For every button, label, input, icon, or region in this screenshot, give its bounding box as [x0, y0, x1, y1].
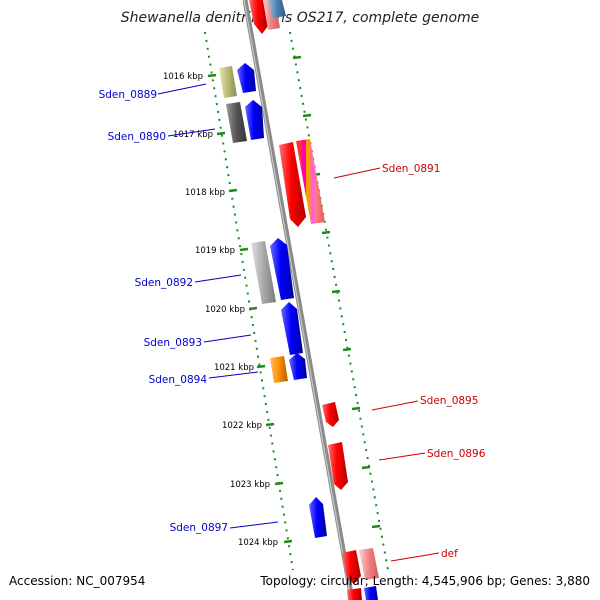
gene-box-def-pink: [359, 548, 379, 580]
accession-info: Accession: NC_007954: [9, 574, 146, 588]
kbp-ticks: [207, 73, 293, 544]
kbp-labels: 1016 kbp 1017 kbp 1018 kbp 1019 kbp 1020…: [163, 72, 278, 548]
gene-label-sden-0893: Sden_0893: [144, 337, 202, 349]
kbp-label: 1022 kbp: [222, 421, 262, 431]
kbp-label: 1019 kbp: [195, 246, 235, 256]
gene-label-sden-0896: Sden_0896: [427, 448, 486, 460]
gene-box-orange: [270, 356, 288, 383]
gene-arrow-top-red: [249, 0, 268, 34]
page-title: Shewanella denitrificans OS217, complete…: [120, 10, 480, 26]
tick-1022: [265, 422, 275, 427]
gene-arrow-sden-0892: [270, 238, 294, 300]
kbp-label: 1024 kbp: [238, 538, 278, 548]
outer-dotted-line: [289, 31, 389, 571]
gene-features: [219, 0, 379, 600]
gene-label-sden-0890: Sden_0890: [108, 131, 166, 143]
gene-arrow-sden-0890: [245, 100, 264, 140]
gene-box-multicolor: [296, 139, 325, 224]
gene-arrow-def: [342, 550, 361, 584]
gene-box-khaki: [219, 66, 237, 98]
gene-label-sden-0894: Sden_0894: [149, 374, 208, 386]
kbp-label: 1023 kbp: [230, 480, 270, 490]
tick-1020: [248, 306, 258, 311]
gene-label-sden-0892: Sden_0892: [135, 277, 193, 289]
tick-1019: [239, 247, 249, 252]
gene-label-sden-0895: Sden_0895: [420, 395, 478, 407]
gene-arrow-sden-0895: [322, 402, 339, 427]
tick-1024: [283, 539, 293, 544]
gene-box-darkgray: [226, 102, 247, 143]
tick-1021: [256, 364, 266, 369]
gene-arrow-sden-0894: [289, 353, 307, 380]
tick-1018: [228, 188, 238, 193]
gene-label-sden-0889: Sden_0889: [99, 89, 157, 101]
inner-dotted-line: [204, 31, 294, 571]
gene-box-lightgray: [251, 241, 276, 304]
gene-arrow-top-steel: [268, 0, 286, 18]
gene-arrow-sden-0889: [237, 63, 256, 93]
gene-arrow-sden-0891: [279, 142, 306, 227]
gene-label-sden-0897: Sden_0897: [170, 522, 228, 534]
kbp-label: 1021 kbp: [214, 363, 254, 373]
gene-arrow-sden-0893: [281, 302, 303, 355]
kbp-label: 1020 kbp: [205, 305, 245, 315]
gene-label-sden-0891: Sden_0891: [382, 163, 440, 175]
tick-1017: [216, 131, 226, 136]
tick-1016: [207, 73, 217, 78]
tick-1023: [274, 481, 284, 486]
kbp-label: 1016 kbp: [163, 72, 203, 82]
topology-info: Topology: circular; Length: 4,545,906 bp…: [260, 574, 590, 588]
label-leaders: [157, 83, 440, 562]
gene-label-def: def: [441, 548, 458, 560]
genome-backbone: [242, 0, 355, 600]
gene-arrow-sden-0897: [309, 497, 327, 538]
kbp-label: 1017 kbp: [173, 130, 213, 140]
kbp-label: 1018 kbp: [185, 188, 225, 198]
gene-arrow-sden-0896: [328, 442, 348, 490]
gene-labels: Sden_0889 Sden_0890 Sden_0891 Sden_0892 …: [99, 89, 486, 560]
gene-box-bottom-blue: [364, 586, 378, 600]
gene-box-bottom-red: [347, 588, 362, 600]
